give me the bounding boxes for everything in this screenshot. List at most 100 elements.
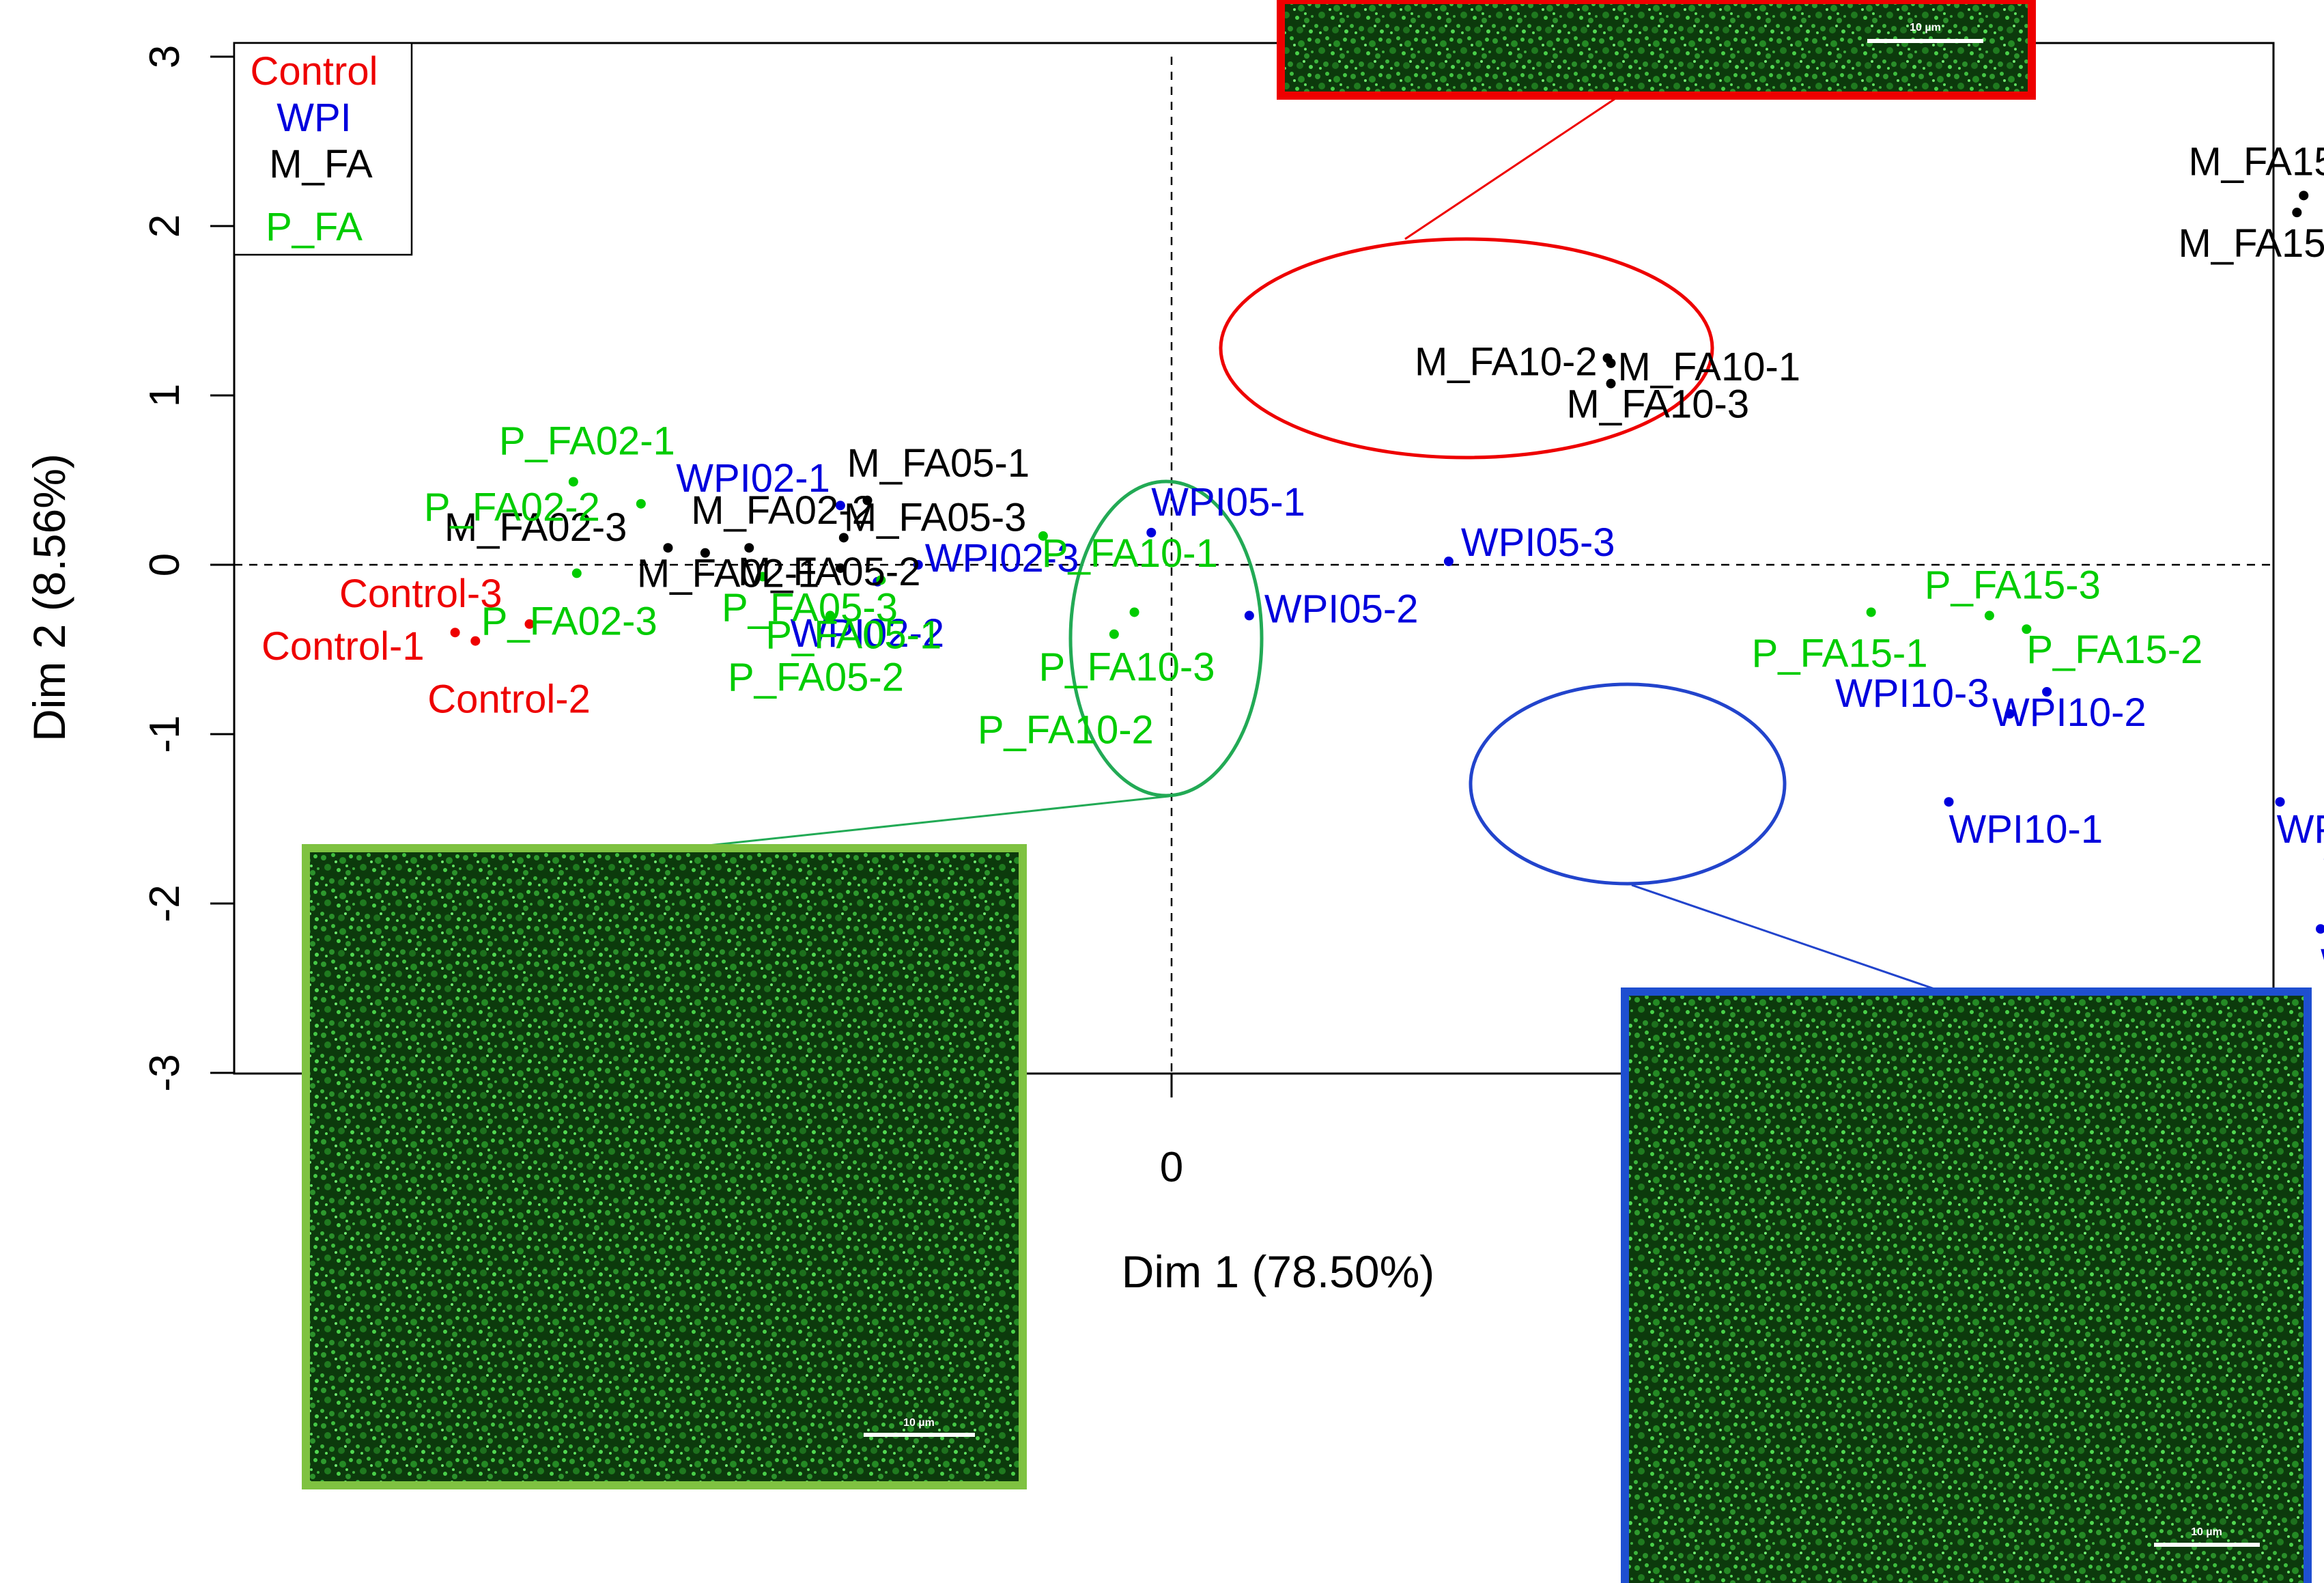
x-tick-label: 0 xyxy=(1160,1144,1183,1191)
point-wpi15-1 xyxy=(2316,924,2324,934)
y-axis-title: Dim 2 (8.56%) xyxy=(24,453,74,742)
inset-wpi10: 10 µm xyxy=(1621,987,2312,1583)
point-p-fa10-2 xyxy=(1109,629,1119,639)
point-control-1 xyxy=(450,628,460,638)
connector-p-fa10 xyxy=(682,795,1170,850)
point-label: Control-2 xyxy=(427,677,591,722)
point-label: M_FA15-2 xyxy=(2179,221,2324,266)
data-points xyxy=(450,191,2324,934)
point-p-fa02-3 xyxy=(571,568,582,578)
point-label: P_FA02-3 xyxy=(481,599,657,643)
y-tick-label: -2 xyxy=(141,884,188,922)
point-p-fa15-3 xyxy=(1984,611,1994,621)
point-label: P_FA05-2 xyxy=(728,655,904,699)
point-label: WPI05-1 xyxy=(1151,480,1305,524)
point-wpi02-1 xyxy=(835,501,845,511)
point-label: M_FA05-2 xyxy=(738,550,921,594)
point-label: M_FA02-2 xyxy=(691,488,874,533)
point-m-fa05-1 xyxy=(862,495,873,505)
point-label: WPI05-2 xyxy=(1264,587,1419,631)
connector-m-fa10 xyxy=(1404,98,1615,240)
point-label: M_FA05-3 xyxy=(844,495,1027,540)
inset-m-fa10-scale-label: 10 µm xyxy=(1910,22,1941,33)
point-wpi10-3 xyxy=(2004,709,2015,719)
point-p-fa02-2 xyxy=(636,499,646,509)
ellipse-wpi10 xyxy=(1469,682,1787,886)
point-m-fa15-2 xyxy=(2292,208,2302,218)
point-label: M_FA15-3 xyxy=(2188,139,2324,184)
point-p-fa10-1 xyxy=(1038,531,1048,541)
y-tick-label: 3 xyxy=(141,45,188,68)
legend-box xyxy=(233,42,413,256)
point-label: P_FA02-2 xyxy=(424,486,600,530)
point-m-fa15-3 xyxy=(2299,191,2309,201)
inset-m-fa10-image xyxy=(1277,0,2036,100)
point-wpi05-2 xyxy=(1244,611,1254,621)
point-label: WPI10-2 xyxy=(1992,690,2146,735)
y-tick-label: 0 xyxy=(141,553,188,576)
point-control-3 xyxy=(524,619,535,629)
legend-label-p-fa: P_FA xyxy=(266,205,363,249)
inset-p-fa10-scale-label: 10 µm xyxy=(903,1417,935,1429)
point-label: Control-1 xyxy=(261,624,425,669)
point-wpi05-1 xyxy=(1146,527,1157,537)
point-label: P_FA10-1 xyxy=(1042,531,1218,576)
legend-label-control: Control xyxy=(251,49,378,94)
point-label: P_FA05-1 xyxy=(765,613,941,657)
point-label: Control-3 xyxy=(339,572,502,616)
point-m-fa05-2 xyxy=(835,563,845,573)
point-p-fa05-2 xyxy=(825,611,836,621)
point-m-fa05-3 xyxy=(838,533,849,543)
inset-p-fa10-image xyxy=(302,844,1027,1489)
y-axis: -3 -2 -1 0 1 2 3 xyxy=(141,45,236,1092)
point-wpi02-3 xyxy=(913,560,923,570)
legend-label-wpi: WPI xyxy=(277,96,352,140)
point-m-fa02-1 xyxy=(700,548,710,558)
ellipse-m-fa10 xyxy=(1219,237,1714,460)
inset-wpi10-image xyxy=(1621,987,2312,1583)
point-wpi10-1 xyxy=(1944,797,1954,807)
inset-wpi10-scale-label: 10 µm xyxy=(2191,1526,2222,1538)
point-p-fa10-3 xyxy=(1129,607,1139,617)
y-tick-label: 1 xyxy=(141,384,188,407)
point-wpi15-3 xyxy=(2275,797,2285,807)
point-label: WPI10-3 xyxy=(1835,671,1989,716)
point-p-fa15-1 xyxy=(1866,607,1876,617)
inset-m-fa10: 10 µm xyxy=(1277,0,2036,100)
point-p-fa15-2 xyxy=(2022,624,2032,634)
connector-wpi10 xyxy=(1631,884,1943,993)
point-label: WPI02-2 xyxy=(791,611,945,656)
y-tick-label: -1 xyxy=(141,715,188,753)
point-m-fa10-3 xyxy=(1606,378,1616,389)
point-label: P_FA15-2 xyxy=(2026,628,2202,672)
point-label: P_FA15-3 xyxy=(1925,563,2101,607)
point-m-fa02-3 xyxy=(663,543,673,553)
point-label: WPI02-3 xyxy=(925,536,1079,580)
point-m-fa10-2 xyxy=(1602,353,1613,363)
point-label: WPI05-3 xyxy=(1461,520,1615,565)
legend-label-m-fa: M_FA xyxy=(269,142,373,186)
point-label: WPI10-1 xyxy=(1949,807,2103,852)
point-label: M_FA10-3 xyxy=(1567,382,1750,427)
point-p-fa05-3 xyxy=(758,572,768,582)
point-label: M_FA05-1 xyxy=(847,441,1030,486)
point-label: P_FA05-3 xyxy=(722,585,898,630)
inset-p-fa10: 10 µm xyxy=(302,844,1027,1489)
point-m-fa02-2 xyxy=(744,543,754,553)
point-wpi10-2 xyxy=(2042,687,2052,697)
point-label: M_FA02-3 xyxy=(444,505,627,550)
point-label: P_FA15-1 xyxy=(1752,631,1928,675)
point-label: WPI15-1 xyxy=(2321,941,2324,985)
point-control-2 xyxy=(470,636,481,646)
point-label: WPI02-1 xyxy=(676,456,830,501)
point-label: WPI15-3 xyxy=(2277,807,2324,852)
legend: Control WPI M_FA P_FA xyxy=(233,42,413,256)
point-label: P_FA10-2 xyxy=(978,708,1154,753)
point-label: P_FA10-3 xyxy=(1039,645,1215,689)
point-p-fa05-1 xyxy=(876,575,886,585)
x-axis-title: Dim 1 (78.50%) xyxy=(1122,1246,1435,1297)
point-wpi05-3 xyxy=(1443,557,1454,567)
point-label: M_FA02-1 xyxy=(637,552,820,596)
